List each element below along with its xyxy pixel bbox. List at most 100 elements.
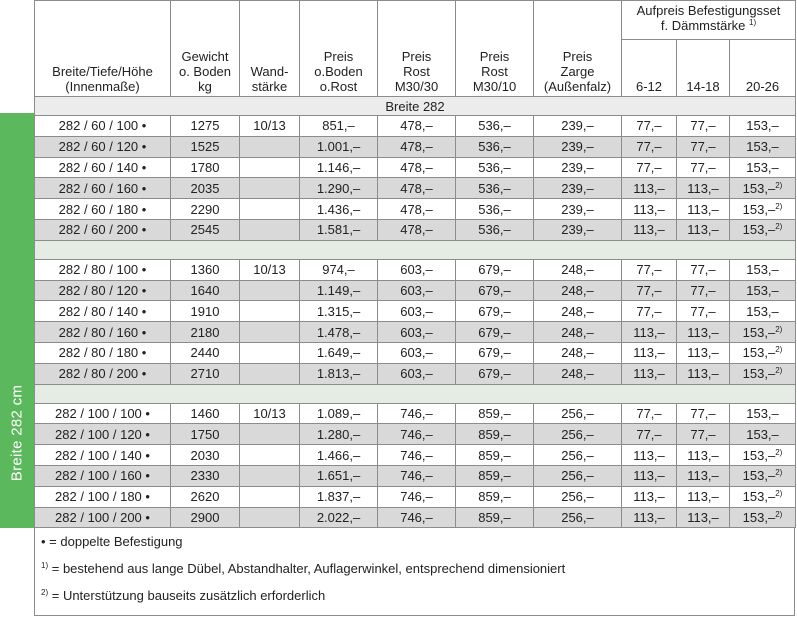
cell-price-rost-3010: 536,– [455,115,534,137]
cell-price-no-floor: 1.315,– [299,300,378,323]
cell-surcharge-20-26: 153,–2) [728,341,797,364]
cell-weight: 1360 [170,258,240,281]
cell-surcharge-6-12: 77,– [621,135,677,158]
cell-price-rost-3030: 746,– [377,464,456,487]
cell-surcharge-14-18: 77,– [676,115,730,137]
cell-dimensions: 282 / 100 / 140 • [34,444,171,466]
header-price-rost-3010: Preis Rost M30/10 [455,0,534,97]
cell-dimensions: 282 / 80 / 120 • [34,279,171,302]
cell-price-zarge: 248,– [533,362,622,385]
cell-price-no-floor: 1.290,– [299,177,378,200]
cell-surcharge-6-12: 113,– [621,444,677,466]
cell-weight: 2030 [170,444,240,466]
cell-price-zarge: 256,– [533,506,622,529]
cell-surcharge-14-18: 113,– [676,198,730,220]
cell-price-rost-3010: 536,– [455,218,534,241]
footnote-bullet: • = doppelte Befestigung [41,534,183,549]
cell-price-rost-3030: 603,– [377,279,456,302]
cell-surcharge-20-26: 153,– [728,423,797,446]
side-bar: Breite 282 cm [0,113,34,528]
cell-wall [239,156,300,179]
cell-surcharge-20-26: 153,–2) [728,506,797,529]
cell-dimensions: 282 / 100 / 160 • [34,464,171,487]
cell-surcharge-14-18: 77,– [676,300,730,323]
table-row: 282 / 100 / 160 • 2330 1.651,– 746,– 859,– 25… [34,464,797,487]
cell-price-zarge: 248,– [533,321,622,343]
cell-surcharge-20-26: 153,– [728,402,797,425]
cell-wall [239,279,300,302]
cell-wall [239,362,300,385]
cell-surcharge-14-18: 113,– [676,321,730,343]
cell-surcharge-20-26: 153,– [728,258,797,281]
cell-price-zarge: 248,– [533,258,622,281]
cell-price-rost-3010: 536,– [455,156,534,179]
cell-surcharge-20-26: 153,–2) [728,321,797,343]
cell-price-rost-3030: 603,– [377,362,456,385]
cell-surcharge-6-12: 77,– [621,300,677,323]
cell-surcharge-14-18: 113,– [676,177,730,200]
cell-price-rost-3030: 603,– [377,258,456,281]
cell-weight: 1910 [170,300,240,323]
cell-price-rost-3010: 859,– [455,423,534,446]
cell-price-rost-3010: 679,– [455,341,534,364]
cell-price-rost-3010: 536,– [455,198,534,220]
cell-surcharge-14-18: 77,– [676,423,730,446]
cell-weight: 2900 [170,506,240,529]
cell-price-rost-3010: 859,– [455,464,534,487]
cell-weight: 1460 [170,402,240,425]
cell-price-no-floor: 1.813,– [299,362,378,385]
cell-surcharge-6-12: 113,– [621,321,677,343]
cell-weight: 2330 [170,464,240,487]
cell-price-rost-3030: 478,– [377,156,456,179]
cell-price-zarge: 239,– [533,135,622,158]
cell-dimensions: 282 / 80 / 140 • [34,300,171,323]
cell-surcharge-20-26: 153,– [728,300,797,323]
cell-price-rost-3030: 478,– [377,135,456,158]
cell-weight: 2710 [170,362,240,385]
cell-price-zarge: 256,– [533,423,622,446]
cell-dimensions: 282 / 100 / 200 • [34,506,171,529]
cell-price-no-floor: 1.837,– [299,485,378,508]
group-separator [33,383,797,404]
cell-wall [239,321,300,343]
footnote-ref: 2) [775,201,783,211]
cell-price-no-floor: 851,– [299,115,378,137]
cell-dimensions: 282 / 100 / 180 • [34,485,171,508]
cell-price-no-floor: 1.581,– [299,218,378,241]
table-row: 282 / 80 / 160 • 2180 1.478,– 603,– 679,– 248… [34,321,797,343]
cell-price-zarge: 256,– [533,444,622,466]
cell-weight: 1525 [170,135,240,158]
cell-price-rost-3030: 478,– [377,198,456,220]
cell-surcharge-6-12: 113,– [621,362,677,385]
side-label: Breite 282 cm [8,384,26,482]
cell-surcharge-14-18: 113,– [676,464,730,487]
cell-price-no-floor: 1.649,– [299,341,378,364]
cell-surcharge-20-26: 153,– [728,279,797,302]
cell-price-rost-3030: 478,– [377,218,456,241]
cell-price-rost-3030: 746,– [377,444,456,466]
cell-surcharge-6-12: 113,– [621,485,677,508]
cell-wall [239,506,300,529]
cell-price-rost-3010: 859,– [455,402,534,425]
cell-surcharge-6-12: 113,– [621,177,677,200]
header-price-zarge: Preis Zarge (Außenfalz) [533,0,622,97]
table-row: 282 / 80 / 180 • 2440 1.649,– 603,– 679,– 248… [34,341,797,364]
cell-price-rost-3030: 746,– [377,402,456,425]
table-row: 282 / 100 / 200 • 2900 2.022,– 746,– 859,– 25… [34,506,797,529]
footnote-1: 1) = bestehend aus lange Dübel, Abstandh… [41,561,566,576]
cell-weight: 1275 [170,115,240,137]
cell-price-no-floor: 1.149,– [299,279,378,302]
cell-price-rost-3030: 746,– [377,423,456,446]
footnote-2: 2) = Unterstützung bauseits zusätzlich e… [41,588,326,603]
cell-surcharge-6-12: 113,– [621,506,677,529]
table-row: 282 / 80 / 200 • 2710 1.813,– 603,– 679,– 248… [34,362,797,385]
table-row: 282 / 100 / 180 • 2620 1.837,– 746,– 859,– 25… [34,485,797,508]
cell-price-rost-3030: 478,– [377,177,456,200]
cell-wall: 10/13 [239,402,300,425]
cell-wall: 10/13 [239,115,300,137]
cell-weight: 1750 [170,423,240,446]
cell-price-zarge: 239,– [533,177,622,200]
cell-surcharge-6-12: 113,– [621,198,677,220]
cell-price-no-floor: 1.280,– [299,423,378,446]
cell-wall: 10/13 [239,258,300,281]
